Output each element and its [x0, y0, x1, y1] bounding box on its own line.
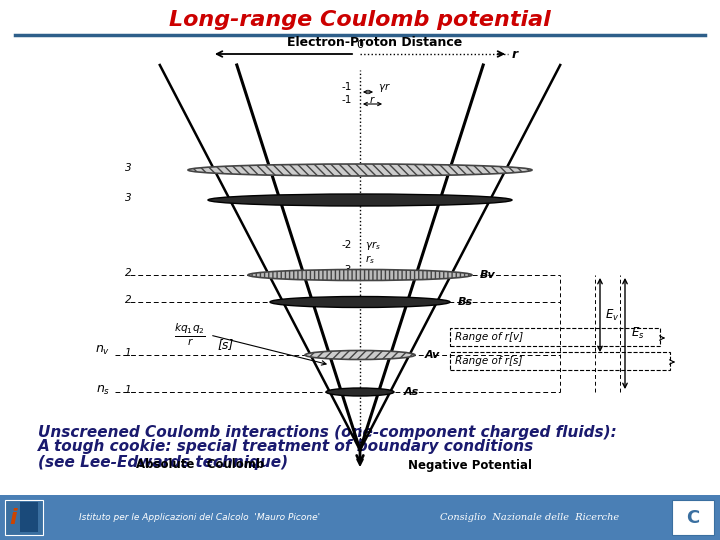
- Text: 3: 3: [125, 193, 131, 203]
- Bar: [450, 352, 670, 370]
- Text: [s]: [s]: [218, 339, 234, 352]
- Bar: [450, 328, 660, 346]
- Ellipse shape: [188, 164, 532, 176]
- Text: $n_s$: $n_s$: [96, 383, 110, 396]
- Text: Bv: Bv: [480, 270, 496, 280]
- Ellipse shape: [326, 388, 394, 396]
- Text: Absolute   Coulomb: Absolute Coulomb: [136, 458, 264, 471]
- Text: -1: -1: [341, 95, 352, 105]
- Text: $r_s$: $r_s$: [365, 254, 375, 266]
- Ellipse shape: [305, 350, 415, 360]
- Text: Bs: Bs: [458, 297, 473, 307]
- Text: Range of r[s]: Range of r[s]: [455, 356, 523, 366]
- Text: $\gamma r_s$: $\gamma r_s$: [365, 239, 381, 252]
- Text: r: r: [370, 95, 374, 105]
- Text: $\gamma r$: $\gamma r$: [378, 80, 391, 93]
- Text: $E_s$: $E_s$: [631, 326, 644, 341]
- Bar: [5, 500, 43, 535]
- Text: (see Lee-Edwards technique): (see Lee-Edwards technique): [38, 455, 288, 469]
- Text: As: As: [404, 387, 419, 397]
- Text: -2: -2: [341, 240, 352, 250]
- Polygon shape: [20, 502, 38, 532]
- Text: $\frac{kq_1q_2}{r}$: $\frac{kq_1q_2}{r}$: [174, 322, 206, 348]
- Text: r: r: [512, 48, 518, 60]
- Text: -1: -1: [341, 82, 352, 92]
- Text: 1: 1: [125, 385, 131, 395]
- Text: $n_v$: $n_v$: [95, 343, 110, 356]
- Text: 1: 1: [125, 348, 131, 358]
- Text: Consiglio  Nazionale delle  Ricerche: Consiglio Nazionale delle Ricerche: [441, 514, 620, 523]
- Text: Long-range Coulomb potential: Long-range Coulomb potential: [169, 10, 551, 30]
- Text: 3: 3: [125, 163, 131, 173]
- Text: Range of r[v]: Range of r[v]: [455, 332, 523, 342]
- Text: i: i: [9, 508, 17, 528]
- Text: Negative Potential: Negative Potential: [408, 458, 532, 471]
- Text: 0: 0: [356, 40, 364, 50]
- Bar: [672, 500, 714, 535]
- Bar: [0, 495, 720, 540]
- Text: 2: 2: [125, 268, 131, 278]
- Text: Istituto per le Applicazioni del Calcolo  'Mauro Picone': Istituto per le Applicazioni del Calcolo…: [79, 514, 320, 523]
- Text: 2: 2: [125, 295, 131, 305]
- Text: A tough cookie: special treatment of boundary conditions: A tough cookie: special treatment of bou…: [38, 440, 534, 455]
- Text: -3: -3: [341, 265, 352, 275]
- Ellipse shape: [248, 269, 472, 280]
- Text: Electron-Proton Distance: Electron-Proton Distance: [287, 37, 463, 50]
- Text: C: C: [686, 509, 700, 527]
- Text: Unscreened Coulomb interactions (one-component charged fluids):: Unscreened Coulomb interactions (one-com…: [38, 424, 617, 440]
- Ellipse shape: [270, 296, 450, 307]
- Text: $E_v$: $E_v$: [605, 307, 619, 322]
- Ellipse shape: [208, 194, 512, 206]
- Text: Av: Av: [425, 350, 440, 360]
